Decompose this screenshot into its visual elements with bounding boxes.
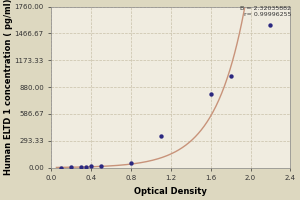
X-axis label: Optical Density: Optical Density xyxy=(134,187,207,196)
Point xyxy=(129,161,134,165)
Point xyxy=(208,93,213,96)
Point xyxy=(89,165,94,168)
Point xyxy=(99,164,103,167)
Point xyxy=(69,166,74,169)
Point xyxy=(79,165,84,169)
Point xyxy=(59,166,64,169)
Point xyxy=(268,23,273,27)
Point xyxy=(228,75,233,78)
Y-axis label: Human ELTD 1 concentration ( pg/ml): Human ELTD 1 concentration ( pg/ml) xyxy=(4,0,13,175)
Text: B = 2.32035882
r= 0.99996255: B = 2.32035882 r= 0.99996255 xyxy=(240,6,291,17)
Point xyxy=(84,165,89,168)
Point xyxy=(158,134,163,137)
